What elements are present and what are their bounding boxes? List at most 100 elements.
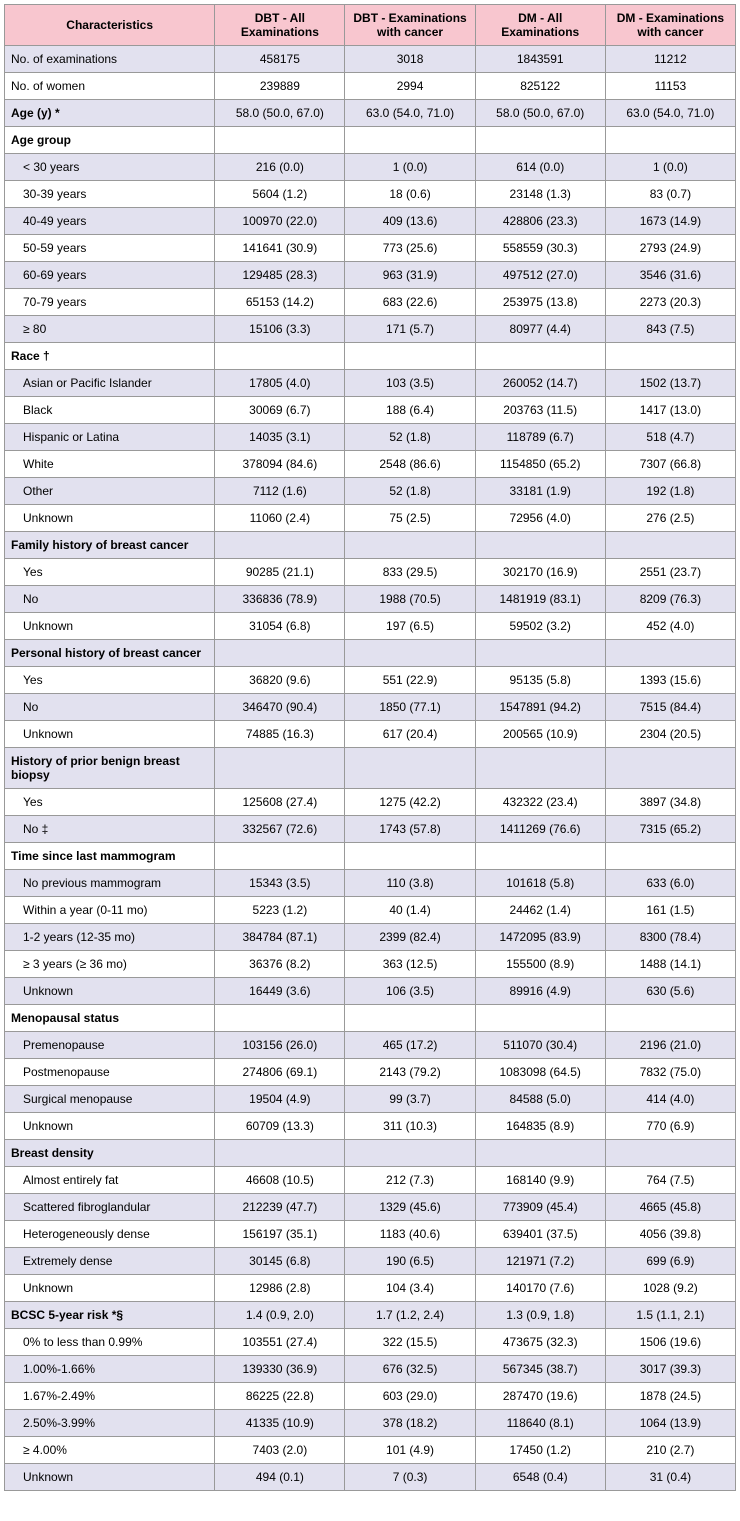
cell: 2548 (86.6)	[345, 451, 475, 478]
cell: 31054 (6.8)	[215, 613, 345, 640]
cell: 212 (7.3)	[345, 1167, 475, 1194]
cell: 63.0 (54.0, 71.0)	[605, 100, 735, 127]
row-label: BCSC 5-year risk *§	[5, 1302, 215, 1329]
cell: 203763 (11.5)	[475, 397, 605, 424]
cell: 1472095 (83.9)	[475, 924, 605, 951]
row-label: No	[5, 694, 215, 721]
table-row: Unknown16449 (3.6)106 (3.5)89916 (4.9)63…	[5, 978, 736, 1005]
table-row: Breast density	[5, 1140, 736, 1167]
table-row: Premenopause103156 (26.0)465 (17.2)51107…	[5, 1032, 736, 1059]
row-label: ≥ 4.00%	[5, 1437, 215, 1464]
cell	[215, 127, 345, 154]
cell: 197 (6.5)	[345, 613, 475, 640]
cell: 212239 (47.7)	[215, 1194, 345, 1221]
cell: 239889	[215, 73, 345, 100]
cell: 100970 (22.0)	[215, 208, 345, 235]
cell: 3546 (31.6)	[605, 262, 735, 289]
cell: 7307 (66.8)	[605, 451, 735, 478]
row-label: Breast density	[5, 1140, 215, 1167]
characteristics-table: Characteristics DBT - All Examinations D…	[4, 4, 736, 1491]
cell: 497512 (27.0)	[475, 262, 605, 289]
table-row: Personal history of breast cancer	[5, 640, 736, 667]
col-dbt-cancer: DBT - Examinations with cancer	[345, 5, 475, 46]
cell: 83 (0.7)	[605, 181, 735, 208]
table-row: No346470 (90.4)1850 (77.1)1547891 (94.2)…	[5, 694, 736, 721]
cell	[605, 748, 735, 789]
cell: 639401 (37.5)	[475, 1221, 605, 1248]
cell: 311 (10.3)	[345, 1113, 475, 1140]
cell: 30145 (6.8)	[215, 1248, 345, 1275]
cell: 1 (0.0)	[605, 154, 735, 181]
cell: 31 (0.4)	[605, 1464, 735, 1491]
table-row: 0% to less than 0.99%103551 (27.4)322 (1…	[5, 1329, 736, 1356]
cell: 1.3 (0.9, 1.8)	[475, 1302, 605, 1329]
row-label: White	[5, 451, 215, 478]
cell: 8209 (76.3)	[605, 586, 735, 613]
table-body: No. of examinations458175301818435911121…	[5, 46, 736, 1491]
cell: 825122	[475, 73, 605, 100]
cell: 276 (2.5)	[605, 505, 735, 532]
cell: 1988 (70.5)	[345, 586, 475, 613]
cell: 414 (4.0)	[605, 1086, 735, 1113]
cell: 52 (1.8)	[345, 478, 475, 505]
row-label: Age (y) *	[5, 100, 215, 127]
row-label: Unknown	[5, 721, 215, 748]
table-row: Family history of breast cancer	[5, 532, 736, 559]
row-label: Black	[5, 397, 215, 424]
table-row: 1.67%-2.49%86225 (22.8)603 (29.0)287470 …	[5, 1383, 736, 1410]
cell: 129485 (28.3)	[215, 262, 345, 289]
cell: 210 (2.7)	[605, 1437, 735, 1464]
cell: 518 (4.7)	[605, 424, 735, 451]
cell	[215, 532, 345, 559]
cell: 16449 (3.6)	[215, 978, 345, 1005]
cell: 2273 (20.3)	[605, 289, 735, 316]
cell	[475, 343, 605, 370]
cell: 558559 (30.3)	[475, 235, 605, 262]
cell: 164835 (8.9)	[475, 1113, 605, 1140]
cell: 58.0 (50.0, 67.0)	[215, 100, 345, 127]
cell: 33181 (1.9)	[475, 478, 605, 505]
row-label: 1.00%-1.66%	[5, 1356, 215, 1383]
table-row: 40-49 years100970 (22.0)409 (13.6)428806…	[5, 208, 736, 235]
cell: 52 (1.8)	[345, 424, 475, 451]
table-row: Time since last mammogram	[5, 843, 736, 870]
cell: 89916 (4.9)	[475, 978, 605, 1005]
cell: 1393 (15.6)	[605, 667, 735, 694]
row-label: Unknown	[5, 1113, 215, 1140]
cell: 2399 (82.4)	[345, 924, 475, 951]
row-label: 1.67%-2.49%	[5, 1383, 215, 1410]
cell	[215, 1005, 345, 1032]
cell	[605, 127, 735, 154]
cell: 3018	[345, 46, 475, 73]
table-row: History of prior benign breast biopsy	[5, 748, 736, 789]
table-row: ≥ 3 years (≥ 36 mo)36376 (8.2)363 (12.5)…	[5, 951, 736, 978]
table-row: 2.50%-3.99%41335 (10.9)378 (18.2)118640 …	[5, 1410, 736, 1437]
cell	[345, 1140, 475, 1167]
row-label: Yes	[5, 789, 215, 816]
row-label: Surgical menopause	[5, 1086, 215, 1113]
cell: 5604 (1.2)	[215, 181, 345, 208]
cell: 567345 (38.7)	[475, 1356, 605, 1383]
cell: 59502 (3.2)	[475, 613, 605, 640]
cell: 833 (29.5)	[345, 559, 475, 586]
cell: 322 (15.5)	[345, 1329, 475, 1356]
row-label: 70-79 years	[5, 289, 215, 316]
cell: 125608 (27.4)	[215, 789, 345, 816]
cell	[605, 532, 735, 559]
cell	[215, 343, 345, 370]
cell	[605, 1005, 735, 1032]
cell: 168140 (9.9)	[475, 1167, 605, 1194]
cell: 8300 (78.4)	[605, 924, 735, 951]
cell: 99 (3.7)	[345, 1086, 475, 1113]
table-row: Postmenopause274806 (69.1)2143 (79.2)108…	[5, 1059, 736, 1086]
row-label: Yes	[5, 559, 215, 586]
cell	[475, 127, 605, 154]
row-label: ≥ 3 years (≥ 36 mo)	[5, 951, 215, 978]
cell: 36820 (9.6)	[215, 667, 345, 694]
row-label: No ‡	[5, 816, 215, 843]
cell: 336836 (78.9)	[215, 586, 345, 613]
row-label: Unknown	[5, 505, 215, 532]
cell: 40 (1.4)	[345, 897, 475, 924]
cell: 24462 (1.4)	[475, 897, 605, 924]
table-row: Other7112 (1.6)52 (1.8)33181 (1.9)192 (1…	[5, 478, 736, 505]
